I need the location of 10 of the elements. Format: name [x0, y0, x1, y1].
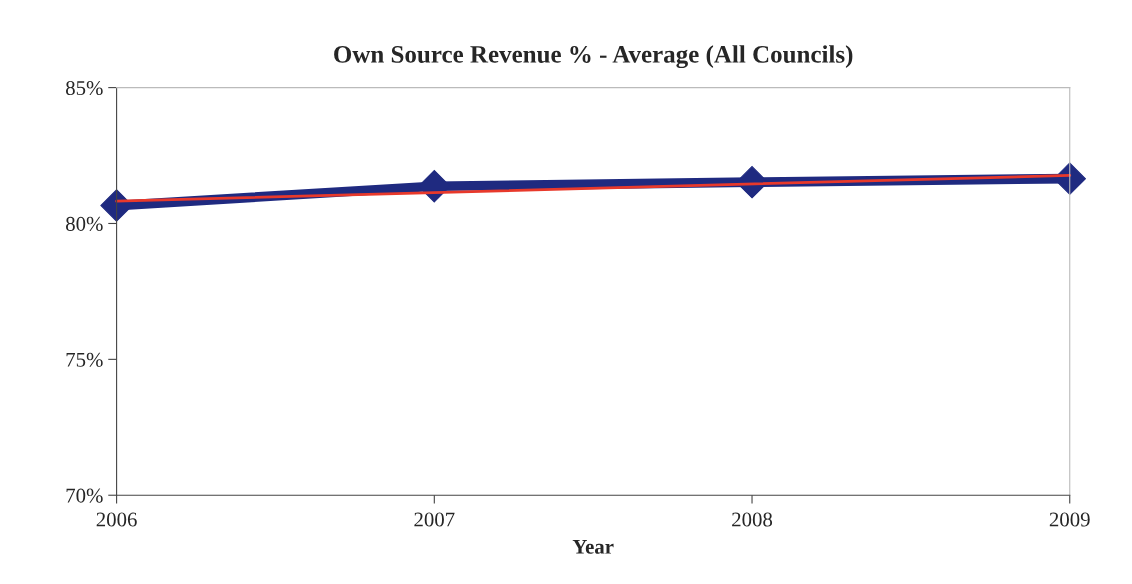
y-tick-label: 75%	[66, 352, 103, 367]
x-tick-label: 2006	[96, 512, 137, 527]
y-tick-label: 70%	[66, 488, 103, 503]
x-tick-label: 2008	[732, 512, 773, 527]
chart-title: Own Source Revenue % - Average (All Councils)	[334, 45, 853, 69]
x-tick-label: 2007	[414, 512, 455, 527]
y-tick-label: 85%	[66, 80, 103, 96]
x-axis-title: Year	[572, 539, 614, 554]
x-tick-label: 2009	[1049, 512, 1090, 527]
y-tick-label: 80%	[66, 216, 103, 231]
